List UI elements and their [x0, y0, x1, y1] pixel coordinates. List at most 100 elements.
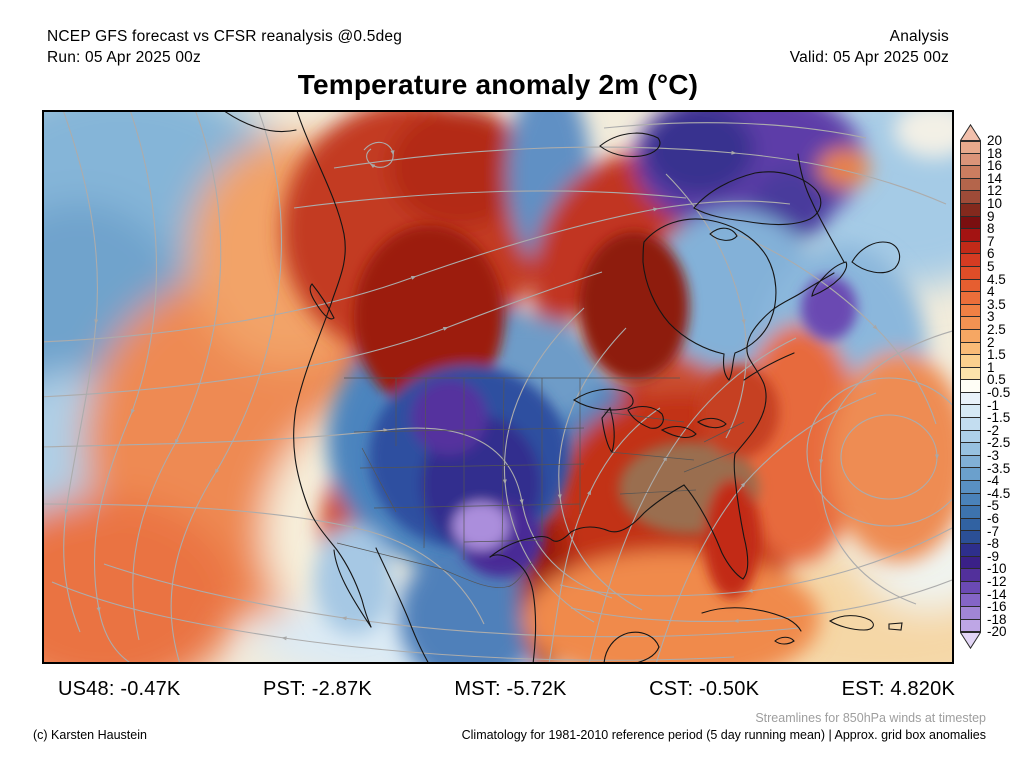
colorbar-tick-label: -4.5 — [987, 486, 1011, 502]
colorbar-tick-label: 1.5 — [987, 347, 1006, 363]
colorbar-tick-label: -3.5 — [987, 460, 1011, 476]
colorbar-tick-label: 12 — [987, 183, 1003, 199]
colorbar-segment — [960, 317, 981, 330]
colorbar-tick-label: 7 — [987, 234, 995, 250]
anomaly-map — [42, 110, 954, 664]
colorbar-segment — [960, 355, 981, 368]
colorbar-segment — [960, 430, 981, 444]
region-stat-us48: US48: -0.47K — [58, 678, 181, 700]
colorbar-segment — [960, 216, 981, 230]
header-left: NCEP GFS forecast vs CFSR reanalysis @0.… — [47, 26, 402, 68]
colorbar-segment — [960, 141, 981, 154]
colorbar-segment — [960, 266, 981, 280]
colorbar-segment — [960, 468, 981, 482]
colorbar-segment — [960, 556, 981, 570]
colorbar-segment — [960, 153, 981, 167]
colorbar-tick-label: -10 — [987, 561, 1007, 577]
colorbar-tick-label: -4 — [987, 473, 1000, 489]
colorbar-tick-label: 4 — [987, 284, 995, 300]
colorbar-segment — [960, 619, 981, 633]
colorbar-tick-label: 6 — [987, 246, 995, 262]
colorbar-segment — [960, 166, 981, 179]
colorbar-tick-label: 20 — [987, 133, 1003, 149]
model-line: NCEP GFS forecast vs CFSR reanalysis @0.… — [47, 28, 403, 45]
colorbar-segment — [960, 569, 981, 582]
colorbar-arrow-up — [960, 124, 981, 141]
colorbar-segment — [960, 367, 981, 381]
region-stat-est: EST: 4.820K — [841, 678, 955, 700]
colorbar-segment — [960, 455, 981, 469]
colorbar-segment — [960, 279, 981, 293]
coastlines — [224, 112, 903, 662]
colorbar-segment — [960, 392, 981, 406]
state-borders — [336, 377, 745, 588]
colorbar-tick-label: 3.5 — [987, 297, 1006, 313]
colorbar-tick-label: -14 — [987, 586, 1007, 602]
colorbar-tick-label: -9 — [987, 549, 1000, 565]
stats-row: US48: -0.47K PST: -2.87K MST: -5.72K CST: -… — [58, 678, 955, 701]
colorbar-tick-label: -12 — [987, 574, 1007, 590]
colorbar-tick-label: -5 — [987, 498, 1000, 514]
colorbar-segment — [960, 594, 981, 607]
colorbar-segment — [960, 304, 981, 318]
colorbar-tick-label: 2.5 — [987, 322, 1006, 338]
colorbar-segment — [960, 506, 981, 519]
streamlines — [44, 112, 952, 662]
colorbar-segment — [960, 203, 981, 217]
climatology-note: Climatology for 1981-2010 reference peri… — [461, 728, 986, 742]
colorbar-segment — [960, 606, 981, 620]
colorbar-segment — [960, 544, 981, 557]
colorbar-segment — [960, 178, 981, 192]
page-title: Temperature anomaly 2m (°C) — [297, 69, 699, 100]
colorbar-segment — [960, 443, 981, 456]
colorbar-labels: 20 18 16 14 12 10 9 8 7 6 5 4.5 4 3.5 3 2.5 2 1.5 1 0.5 -0.5… — [987, 134, 1024, 639]
colorbar-tick-label: -16 — [987, 599, 1007, 615]
header-right: Analysis Valid: 05 Apr 2025 00z — [790, 26, 949, 68]
mode-label: Analysis — [889, 28, 949, 45]
colorbar-tick-label: 14 — [987, 171, 1003, 187]
colorbar-segment — [960, 531, 981, 544]
run-line: Run: 05 Apr 2025 00z — [47, 49, 201, 66]
colorbar-tick-label: -7 — [987, 523, 1000, 539]
map-canvas — [44, 112, 952, 662]
region-stat-mst: MST: -5.72K — [454, 678, 567, 700]
colorbar-tick-label: -6 — [987, 511, 1000, 527]
colorbar-segment — [960, 418, 981, 431]
colorbar-segment — [960, 191, 981, 204]
region-stat-pst: PST: -2.87K — [262, 678, 372, 700]
colorbar-segment — [960, 581, 981, 595]
colorbar-segment — [960, 241, 981, 255]
colorbar-tick-label: 18 — [987, 145, 1003, 161]
colorbar-tick-label: 8 — [987, 221, 995, 237]
colorbar-tick-label: -18 — [987, 612, 1007, 628]
colorbar-tick-label: -20 — [987, 624, 1007, 640]
colorbar-tick-label: 0.5 — [987, 372, 1006, 388]
colorbar-segment — [960, 380, 981, 393]
streamline-note: Streamlines for 850hPa winds at timestep — [755, 711, 986, 725]
valid-line: Valid: 05 Apr 2025 00z — [789, 49, 949, 66]
colorbar-segment — [960, 254, 981, 267]
colorbar-segment — [960, 481, 981, 494]
colorbar-tick-label: 5 — [987, 259, 995, 275]
colorbar-segment — [960, 342, 981, 356]
credit: (c) Karsten Haustein — [33, 728, 147, 742]
colorbar-tick-label: 9 — [987, 208, 995, 224]
colorbar-tick-label: 4.5 — [987, 271, 1006, 287]
colorbar-segment — [960, 405, 981, 419]
colorbar-segment — [960, 518, 981, 532]
colorbar-tick-label: -1.5 — [987, 410, 1011, 426]
colorbar-tick-label: 10 — [987, 196, 1003, 212]
colorbar-tick-label: -2 — [987, 423, 1000, 439]
colorbar-tick-label: -1 — [987, 397, 1000, 413]
region-stat-cst: CST: -0.50K — [649, 678, 760, 700]
colorbar-tick-label: 1 — [987, 360, 995, 376]
colorbar-tick-label: 16 — [987, 158, 1003, 174]
colorbar-segments — [960, 141, 981, 633]
colorbar-segment — [960, 229, 981, 242]
colorbar-segment — [960, 292, 981, 305]
colorbar-tick-label: -8 — [987, 536, 1000, 552]
colorbar-tick-label: 2 — [987, 334, 995, 350]
colorbar-tick-label: -0.5 — [987, 385, 1011, 401]
colorbar-tick-label: -3 — [987, 448, 1000, 464]
